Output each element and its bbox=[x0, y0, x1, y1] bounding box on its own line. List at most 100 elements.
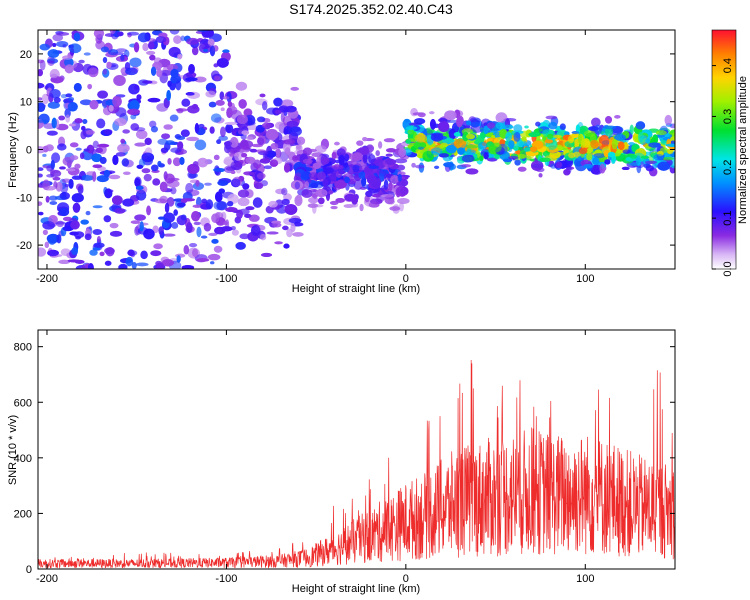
spectrogram-cell bbox=[129, 57, 142, 68]
spectrogram-cell bbox=[56, 220, 64, 228]
spectrogram-cell bbox=[164, 173, 175, 184]
spectrogram-cell bbox=[521, 136, 527, 142]
spectrogram-cell bbox=[342, 163, 349, 168]
spectrogram-cell bbox=[225, 126, 231, 133]
spectrogram-cell bbox=[466, 149, 477, 155]
spectrogram-cell bbox=[52, 43, 57, 47]
spectrogram-cell bbox=[191, 46, 199, 56]
spectrogram-cell bbox=[99, 251, 105, 257]
spectrogram-cell bbox=[657, 161, 671, 171]
spectrogram-cell bbox=[159, 195, 168, 204]
spectrogram-cell bbox=[176, 202, 186, 208]
spectrogram-cell bbox=[567, 135, 575, 144]
spectrogram-cell bbox=[67, 102, 78, 112]
spectrogram-cell bbox=[215, 99, 225, 106]
spectrogram-cell bbox=[161, 259, 174, 267]
spectrogram-cell bbox=[181, 98, 191, 107]
spectrogram-cell bbox=[109, 230, 123, 237]
spectrogram-cell bbox=[465, 144, 479, 149]
y-tick-label: 10 bbox=[20, 97, 32, 109]
spectrogram-cell bbox=[390, 175, 400, 184]
spectrogram-cell bbox=[194, 139, 207, 151]
spectrogram-cell bbox=[330, 205, 338, 210]
spectrogram-cell bbox=[502, 158, 513, 163]
spectrogram-cell bbox=[238, 99, 247, 109]
snr-x-axis-label: Height of straight line (km) bbox=[292, 583, 420, 595]
colorbar-tick-label: 0.4 bbox=[722, 58, 734, 73]
spectrogram-cell bbox=[648, 142, 661, 148]
spectrogram-cell bbox=[197, 157, 209, 168]
spectrogram-cell bbox=[192, 161, 199, 167]
spectrogram-cell bbox=[62, 226, 74, 232]
spectrogram-cell bbox=[362, 152, 368, 164]
spectrogram-cell bbox=[83, 148, 90, 152]
spectrogram-cell bbox=[144, 137, 152, 146]
spectrogram-cell bbox=[338, 154, 345, 166]
spectrogram-cell bbox=[85, 210, 91, 216]
spectrogram-cell bbox=[114, 118, 127, 127]
spectrogram-cell bbox=[262, 101, 268, 111]
spectrogram-cell bbox=[109, 222, 119, 229]
spectrogram-cell bbox=[294, 172, 302, 179]
y-tick-label: 400 bbox=[14, 453, 32, 465]
spectrogram-cell bbox=[129, 100, 140, 111]
spectrogram-cell bbox=[208, 232, 218, 236]
y-tick-label: 0 bbox=[26, 145, 32, 157]
spectrogram-cell bbox=[307, 203, 319, 208]
spectrogram-cell bbox=[302, 158, 313, 164]
spectrogram-cell bbox=[438, 153, 449, 158]
colorbar-ticks: 0.0 0.1 0.2 0.3 0.4 bbox=[712, 58, 734, 277]
spectrogram-cell bbox=[78, 59, 85, 64]
colorbar: 0.0 0.1 0.2 0.3 0.4 Normalized spectral ampl… bbox=[711, 29, 749, 277]
spectrogram-cell bbox=[200, 235, 208, 239]
spectrogram-cell bbox=[96, 235, 101, 243]
spectrogram-cell bbox=[223, 221, 228, 226]
spectrogram-cell bbox=[253, 182, 264, 190]
spectrogram-cell bbox=[203, 48, 209, 52]
spectrogram-cell bbox=[371, 193, 381, 198]
x-tick-label: -100 bbox=[215, 273, 237, 285]
spectrogram-cell bbox=[283, 243, 290, 249]
spectrogram-cell bbox=[351, 194, 359, 205]
spectrogram-cell bbox=[230, 178, 241, 188]
spectrogram-cell bbox=[434, 165, 440, 169]
spectrogram-cell bbox=[46, 130, 58, 136]
spectrogram-cell bbox=[220, 226, 233, 232]
spectrogram-cell bbox=[163, 212, 175, 223]
spectrogram-cell bbox=[310, 182, 319, 189]
spectrogram-cell bbox=[226, 107, 233, 119]
spectrogram-cell bbox=[191, 210, 201, 222]
spectrogram-cell bbox=[483, 125, 489, 135]
spectrogram-cell bbox=[126, 31, 140, 36]
spectrogram-cell bbox=[193, 221, 201, 226]
spectrogram-cell bbox=[290, 86, 300, 91]
spectrogram-cell bbox=[173, 157, 181, 167]
spectrogram-cell bbox=[99, 156, 107, 164]
spectrogram-cell bbox=[215, 191, 223, 203]
spectrogram-cell bbox=[396, 144, 402, 149]
spectrogram-cell bbox=[81, 174, 94, 181]
spectrogram-cell bbox=[388, 181, 393, 192]
spectrogram-cell bbox=[173, 35, 182, 44]
spectrogram-cell bbox=[180, 129, 190, 137]
spectrogram-cell bbox=[263, 165, 272, 170]
spectrogram-cell bbox=[38, 119, 50, 123]
spectrogram-cell bbox=[50, 159, 55, 170]
spectrogram-cell bbox=[294, 195, 303, 207]
spectrogram-cell bbox=[281, 187, 288, 196]
spectrogram-cell bbox=[545, 115, 558, 120]
spectrogram-cell bbox=[103, 129, 113, 135]
spectrogram-cell bbox=[192, 248, 199, 257]
spectrogram-cell bbox=[205, 199, 214, 210]
spectrogram-cell bbox=[150, 250, 162, 257]
spectrogram-cell bbox=[588, 126, 599, 132]
spectrogram-cell bbox=[158, 226, 164, 236]
spectrogram-cell bbox=[180, 198, 188, 204]
spectrogram-cell bbox=[230, 160, 243, 171]
spectrogram-cell bbox=[227, 201, 234, 207]
spectrogram-cell bbox=[308, 172, 319, 179]
spectrogram-cell bbox=[227, 101, 233, 108]
spectrogram-cell bbox=[89, 249, 98, 256]
spectrogram-cell bbox=[176, 255, 181, 263]
spectrogram-cell bbox=[352, 164, 360, 173]
